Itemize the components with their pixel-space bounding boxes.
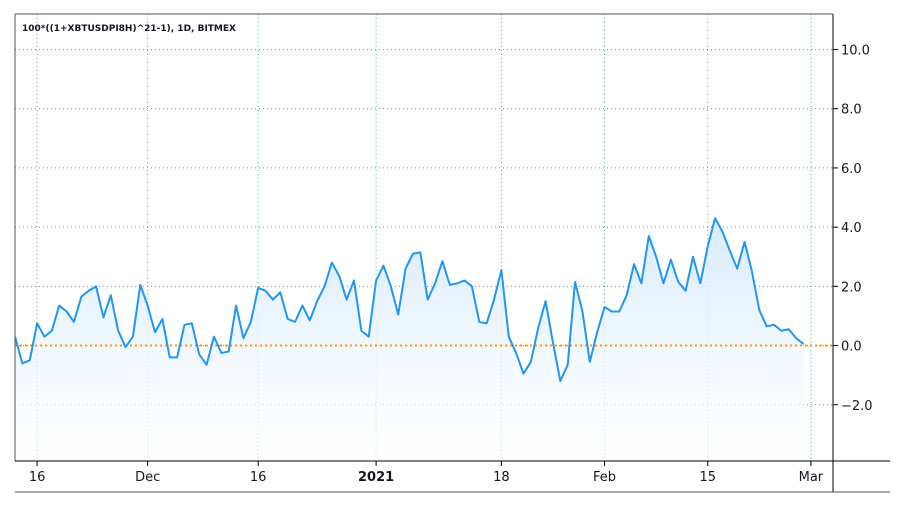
x-tick-label: 2021 xyxy=(358,470,394,485)
x-tick-label: Dec xyxy=(135,470,160,485)
y-tick-label: 0.0 xyxy=(841,340,862,355)
y-tick-label: 8.0 xyxy=(841,103,862,118)
chart-title: 100*((1+XBTUSDPI8H)^21-1), 1D, BITMEX xyxy=(22,24,236,34)
plot-area xyxy=(15,217,833,461)
y-tick-label: 6.0 xyxy=(841,162,862,177)
series-area xyxy=(15,218,804,461)
x-axis-ticks: 16 Dec 16 2021 18 Feb 15 Mar xyxy=(29,461,824,485)
x-tick-label: 15 xyxy=(699,470,716,485)
x-tick-label: 16 xyxy=(250,470,267,485)
x-tick-label: 16 xyxy=(29,470,46,485)
y-tick-label: −2.0 xyxy=(841,399,873,414)
y-tick-label: 4.0 xyxy=(841,221,862,236)
series-line xyxy=(15,217,805,383)
y-axis-ticks: 10.0 8.0 6.0 4.0 2.0 0.0 −2.0 xyxy=(833,44,873,414)
x-tick-label: Mar xyxy=(799,470,824,485)
axes xyxy=(14,13,890,493)
x-tick-label: Feb xyxy=(593,470,616,485)
y-tick-label: 10.0 xyxy=(841,44,870,59)
x-tick-label: 18 xyxy=(493,470,510,485)
y-tick-label: 2.0 xyxy=(841,280,862,295)
